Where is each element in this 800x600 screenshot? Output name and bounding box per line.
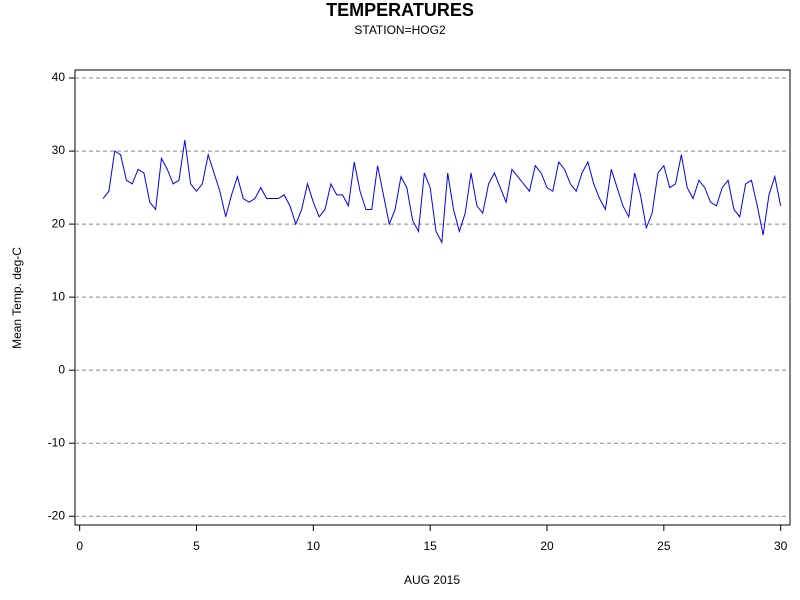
x-tick-label: 15 <box>423 539 437 553</box>
x-tick-label: 0 <box>76 539 83 553</box>
chart-title: TEMPERATURES <box>326 0 474 20</box>
y-tick-label: 10 <box>52 289 66 303</box>
y-axis-label: Mean Temp. deg-C <box>10 247 24 349</box>
y-tick-label: 40 <box>52 70 66 84</box>
y-tick-label: 30 <box>52 143 66 157</box>
y-tick-label: -10 <box>48 435 66 449</box>
x-tick-label: 25 <box>657 539 671 553</box>
x-tick-label: 30 <box>774 539 788 553</box>
chart-subtitle: STATION=HOG2 <box>354 23 446 37</box>
y-tick-label: 0 <box>58 362 65 376</box>
data-line <box>102 140 782 245</box>
y-tick-label: -20 <box>48 508 66 522</box>
y-tick-label: 20 <box>52 216 66 230</box>
x-tick-label: 20 <box>540 539 554 553</box>
x-tick-label: 5 <box>193 539 200 553</box>
x-axis-label: AUG 2015 <box>404 573 460 587</box>
x-tick-label: 10 <box>307 539 321 553</box>
